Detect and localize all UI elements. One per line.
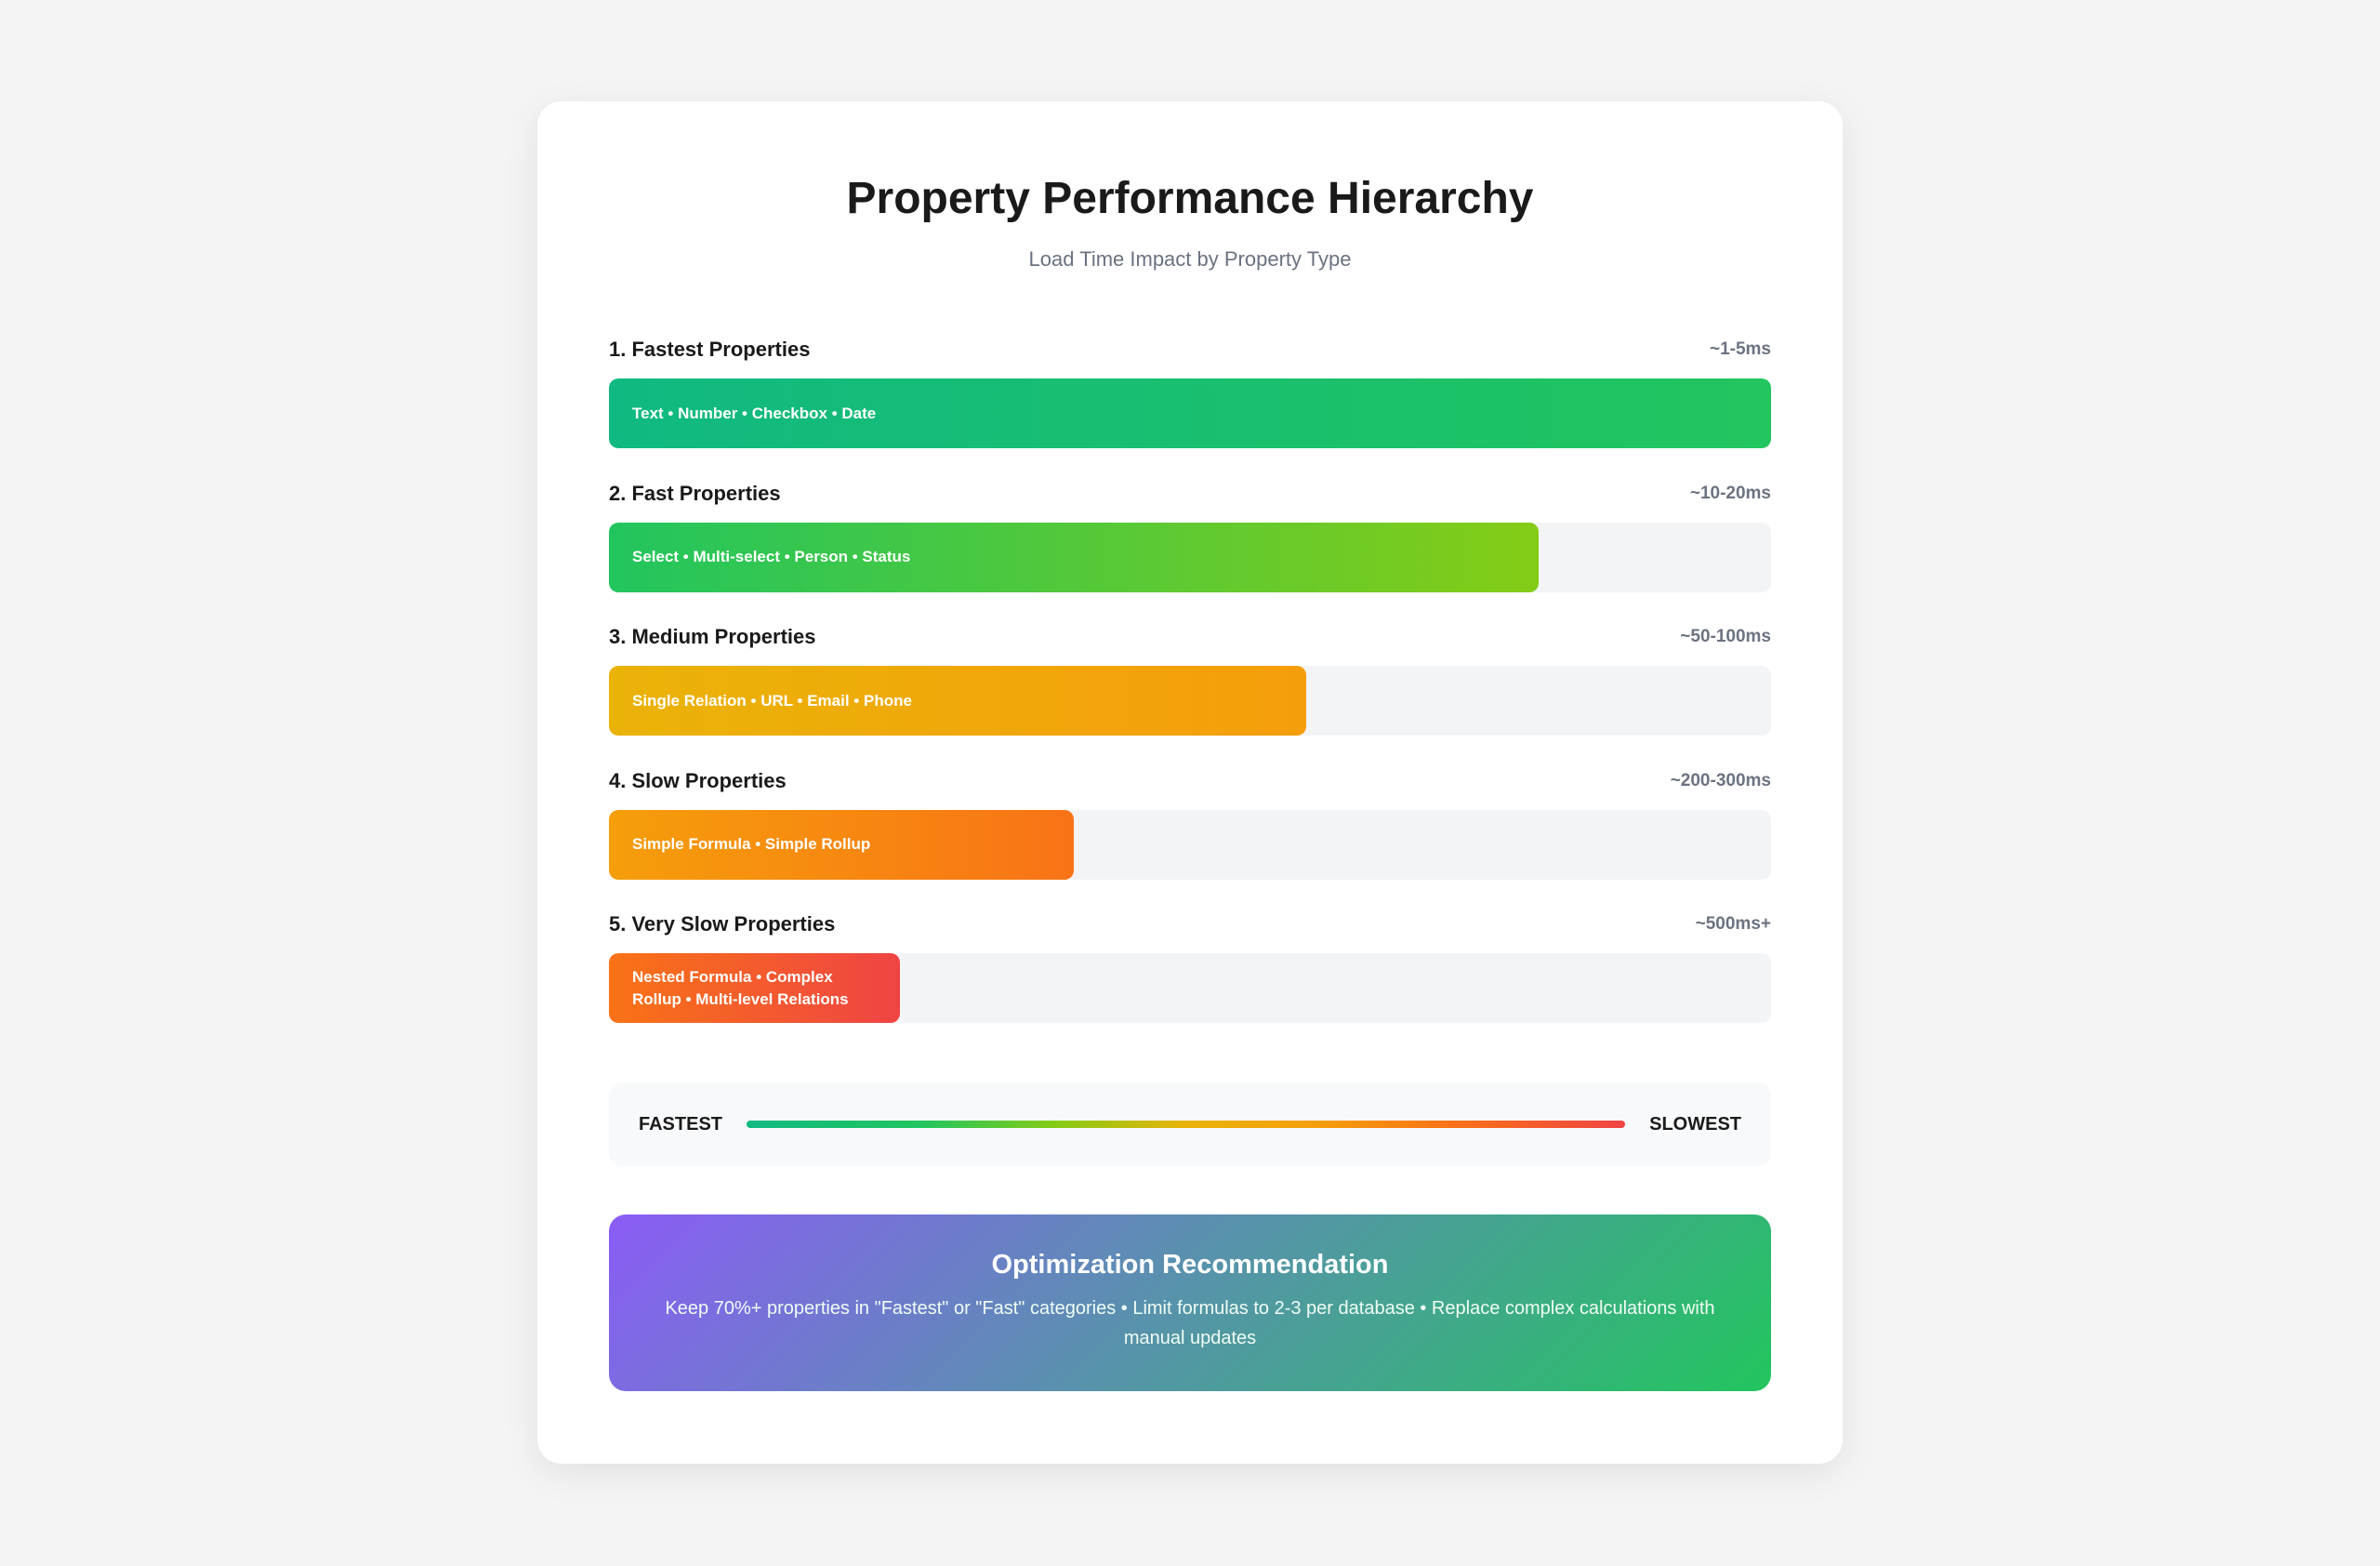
tier-time: ~200-300ms <box>1670 770 1771 790</box>
tier-bar: Select • Multi-select • Person • Status <box>609 522 1539 592</box>
tier-bar: Nested Formula • Complex Rollup • Multi-… <box>609 953 900 1023</box>
tier-row: 1. Fastest Properties ~1-5ms Text • Numbe… <box>609 335 1771 479</box>
tier-row: 3. Medium Properties ~50-100ms Single Rel… <box>609 622 1771 766</box>
tier-row: 5. Very Slow Properties ~500ms+ Nested Fo… <box>609 909 1771 1054</box>
tier-bar: Single Relation • URL • Email • Phone <box>609 666 1306 736</box>
tier-bar: Simple Formula • Simple Rollup <box>609 809 1074 880</box>
tier-label: 1. Fastest Properties <box>609 338 811 361</box>
tier-label: 3. Medium Properties <box>609 625 816 648</box>
tier-label: 5. Very Slow Properties <box>609 912 836 936</box>
recommendation-box: Optimization Recommendation Keep 70%+ pr… <box>609 1214 1771 1391</box>
page-title: Property Performance Hierarchy <box>846 174 1534 223</box>
tier-list: 1. Fastest Properties ~1-5ms Text • Numbe… <box>609 335 1771 1054</box>
legend-fastest-label: FASTEST <box>639 1113 723 1135</box>
tier-track: Nested Formula • Complex Rollup • Multi-… <box>609 953 1771 1023</box>
tier-time: ~500ms+ <box>1695 914 1771 934</box>
page-subtitle: Load Time Impact by Property Type <box>1028 247 1352 271</box>
tier-time: ~1-5ms <box>1709 339 1771 359</box>
tier-time: ~50-100ms <box>1680 627 1771 646</box>
legend-gradient-bar <box>747 1121 1626 1128</box>
tier-track: Simple Formula • Simple Rollup <box>609 809 1771 880</box>
tier-label: 2. Fast Properties <box>609 481 781 505</box>
tier-bar: Text • Number • Checkbox • Date <box>609 378 1771 448</box>
tier-row: 4. Slow Properties ~200-300ms Simple Form… <box>609 766 1771 910</box>
recommendation-body: Keep 70%+ properties in "Fastest" or "Fa… <box>665 1298 1715 1348</box>
tier-label: 4. Slow Properties <box>609 768 787 792</box>
tier-time: ~10-20ms <box>1689 483 1771 503</box>
recommendation-title: Optimization Recommendation <box>991 1250 1389 1280</box>
speed-legend: FASTEST SLOWEST <box>609 1082 1771 1166</box>
tier-track: Select • Multi-select • Person • Status <box>609 522 1771 592</box>
tier-row: 2. Fast Properties ~10-20ms Select • Mult… <box>609 479 1771 623</box>
tier-track: Single Relation • URL • Email • Phone <box>609 666 1771 736</box>
tier-track: Text • Number • Checkbox • Date <box>609 378 1771 448</box>
legend-slowest-label: SLOWEST <box>1649 1113 1741 1135</box>
